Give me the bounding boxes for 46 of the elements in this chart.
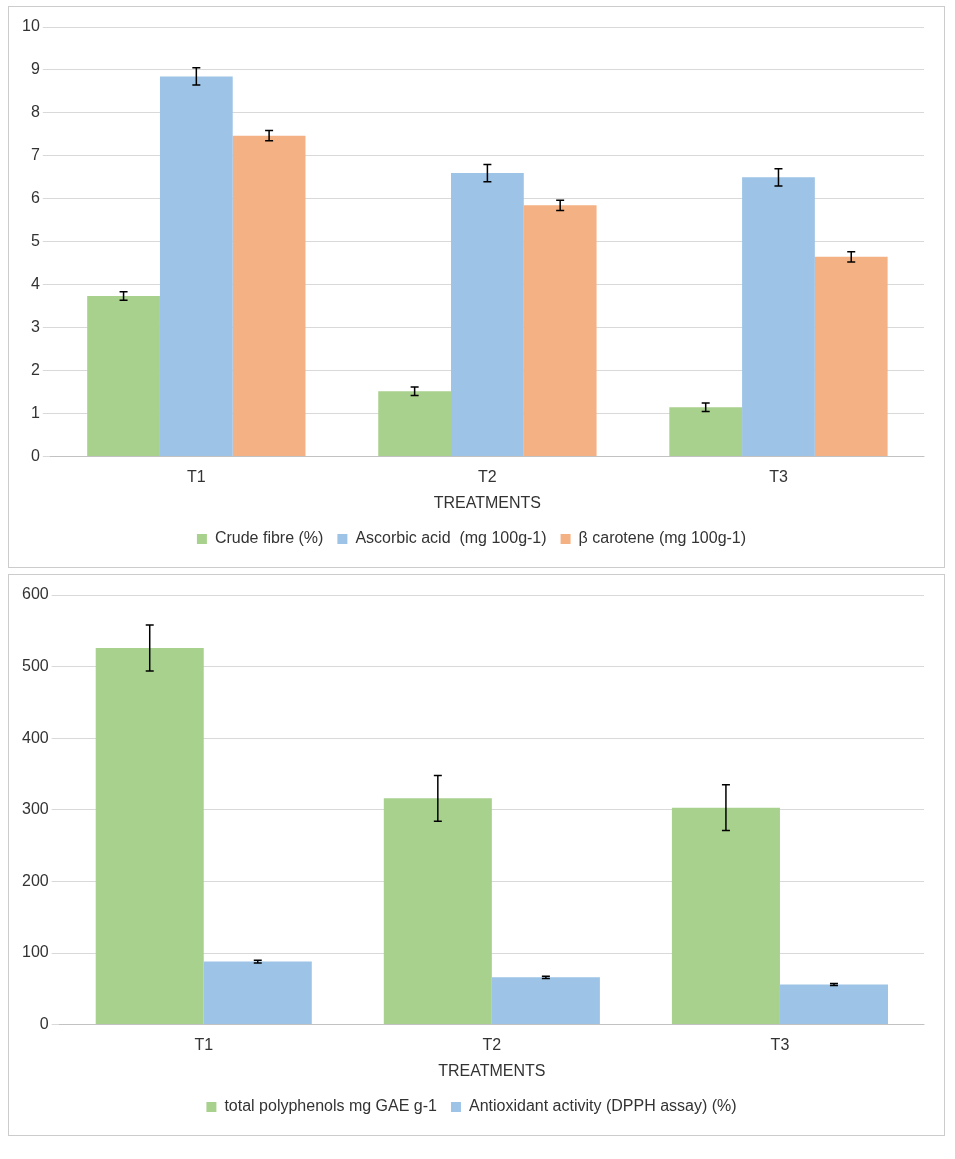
y-tick-label: 500 [21, 657, 49, 675]
x-tick-label: T2 [482, 1035, 502, 1053]
legend-label: total polyphenols mg GAE g-1 [224, 1097, 438, 1115]
bar [378, 391, 452, 457]
legend-label: Crude fibre (%) [214, 529, 324, 547]
y-tick-label: 200 [21, 871, 49, 889]
y-tick-label: 8 [30, 103, 40, 121]
bar [232, 135, 306, 457]
y-tick-label: 5 [30, 232, 40, 250]
y-tick-label: 100 [21, 943, 49, 961]
y-tick-label: 2 [30, 361, 40, 379]
x-tick-label: T1 [186, 467, 206, 485]
y-tick-label: 0 [39, 1015, 49, 1033]
x-axis-title: TREATMENTS [438, 1061, 546, 1079]
x-tick-label: T3 [769, 467, 788, 485]
bar [814, 256, 888, 457]
bar [491, 977, 600, 1025]
y-tick-label: 6 [30, 189, 40, 207]
bar [95, 647, 204, 1025]
legend-label: Antioxidant activity (DPPH assay) (%) [468, 1097, 737, 1115]
bar [87, 295, 160, 457]
bar [383, 798, 492, 1025]
legend-label: β carotene (mg 100g-1) [578, 529, 747, 547]
y-tick-label: 300 [21, 800, 49, 818]
bar [159, 76, 233, 457]
x-axis-title: TREATMENTS [433, 493, 542, 511]
bar [779, 984, 888, 1025]
x-tick-label: T3 [770, 1035, 790, 1053]
bar [523, 205, 597, 457]
y-tick-label: 4 [30, 275, 40, 293]
y-tick-label: 600 [21, 585, 49, 603]
x-tick-label: T2 [478, 467, 497, 485]
bar [669, 407, 743, 457]
y-tick-label: 400 [21, 728, 49, 746]
y-tick-label: 10 [22, 17, 40, 35]
bar [203, 961, 312, 1025]
y-tick-label: 1 [30, 404, 40, 422]
x-tick-label: T1 [194, 1035, 214, 1053]
y-tick-label: 7 [30, 146, 40, 164]
bar [451, 173, 524, 457]
y-tick-label: 9 [30, 60, 40, 78]
y-tick-label: 0 [30, 447, 40, 465]
legend-label: Ascorbic acid (mg 100g-1) [355, 529, 547, 547]
y-tick-label: 3 [30, 318, 40, 336]
bar [742, 177, 815, 457]
bar [671, 807, 780, 1025]
